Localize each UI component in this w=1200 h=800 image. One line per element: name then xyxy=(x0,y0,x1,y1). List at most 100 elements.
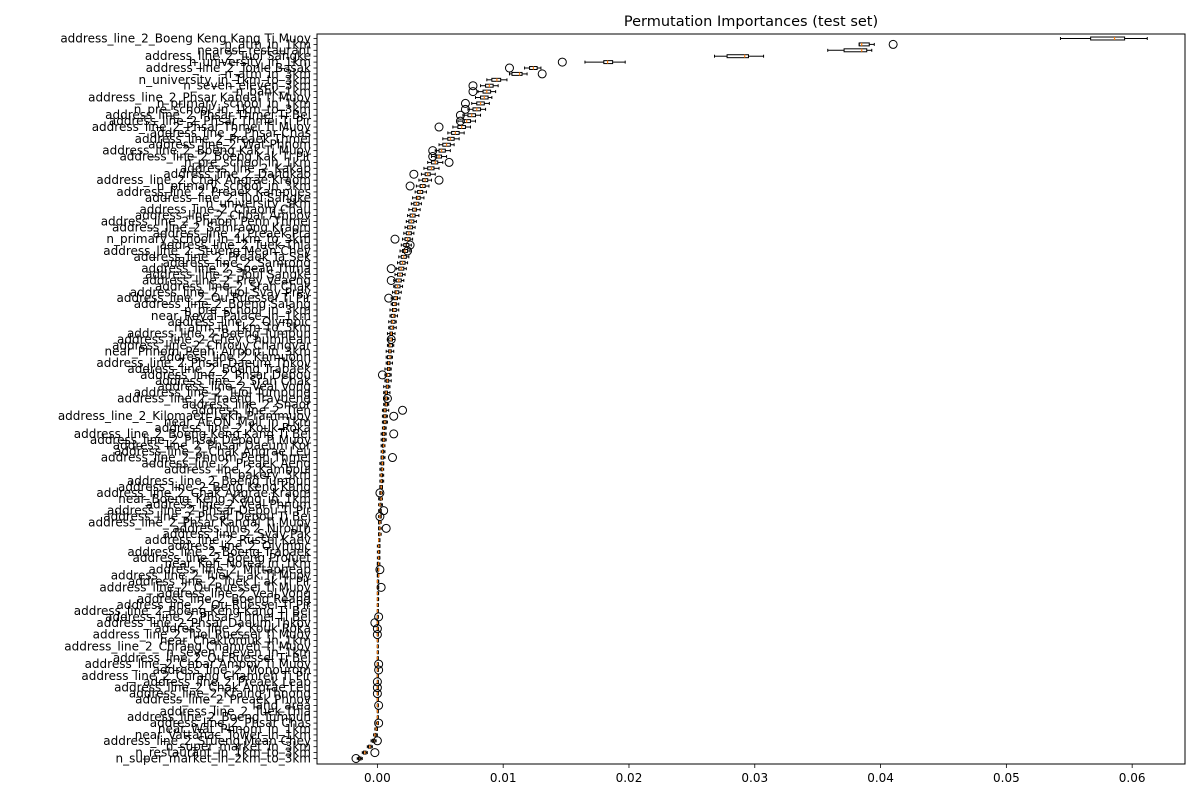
y-tick-label: land_area xyxy=(252,698,311,712)
y-tick-label: n_bank_1km xyxy=(236,85,311,99)
y-tick-label: n_bakery_3km xyxy=(224,468,311,482)
y-tick-label: address_line_2_Ou Ruessei Ti Muoy xyxy=(99,580,311,594)
feature-box xyxy=(428,146,451,156)
feature-box xyxy=(394,272,406,277)
outlier-point xyxy=(386,264,396,274)
feature-box xyxy=(380,449,386,454)
feature-box xyxy=(390,234,414,244)
feature-box xyxy=(386,275,405,285)
outlier-point xyxy=(384,293,394,303)
y-tick-labels: address_line_2_Boeng Keng Kang Ti Muoy n_… xyxy=(58,32,317,766)
iqr-box xyxy=(412,207,417,212)
feature-box xyxy=(378,532,382,537)
y-tick-label: n_seven_eleven_3km xyxy=(183,79,311,93)
y-tick-label: address_line_2_Veal Vong xyxy=(158,586,311,600)
feature-box xyxy=(447,130,465,135)
y-tick-label: n_pre_school_in_3km xyxy=(184,303,311,317)
y-tick-label: address_line_2_Chak Angrae Leu xyxy=(114,681,311,695)
x-tick-label: 0.03 xyxy=(741,771,768,785)
feature-box xyxy=(376,582,386,592)
y-tick-label: address_line_2_Phsar Depou Ti Bei xyxy=(103,510,311,524)
outlier-point xyxy=(372,736,382,746)
feature-box xyxy=(381,411,399,421)
y-tick-label: n_atm_in_3km xyxy=(224,67,311,81)
iqr-box xyxy=(390,319,396,324)
y-tick-label: address_line_2_Olympic xyxy=(167,539,311,553)
y-tick-label: address_line_2_Boeng Kak Ti Pir xyxy=(119,150,311,164)
feature-box xyxy=(386,264,407,274)
feature-box xyxy=(376,555,381,560)
feature-box xyxy=(423,166,440,171)
y-tick-label: address_line_2_Chrang Chamreh Ti Muoy xyxy=(64,639,311,653)
outlier-point xyxy=(375,565,385,575)
y-tick-label: near_Royal_Palace_in_1km xyxy=(151,309,311,323)
feature-box xyxy=(373,732,378,737)
y-tick-label: address_line_2_Wat Phnom xyxy=(148,138,311,152)
y-tick-label: address_line_2_Tuol Ruessei Ti Muoy xyxy=(93,628,311,642)
outlier-point xyxy=(381,523,391,533)
y-tick-label: address_line_2_Phsar Daeum Thkov xyxy=(96,616,311,630)
y-tick-label: address_line_2_Veal Vong xyxy=(158,380,311,394)
y-tick-label: address_line_2_Tuek L'ak Ti Muoy xyxy=(111,569,311,583)
y-tick-label: near_AEON_Mall_in_1km xyxy=(164,415,311,429)
y-tick-label: address_line_2_Ou Ruessei Ti Pir xyxy=(117,291,312,305)
iqr-box xyxy=(393,296,399,301)
y-tick-label: address_line_2_Boeng Keng Kang Ti Muoy xyxy=(60,32,311,46)
y-tick-label: address_line_2_Tien xyxy=(191,403,311,417)
outlier-point xyxy=(389,411,399,421)
outlier-point xyxy=(370,618,380,628)
outlier-point xyxy=(434,122,444,132)
y-tick-label: address_line_2_Samrong xyxy=(163,256,311,270)
iqr-box xyxy=(447,136,455,141)
feature-box xyxy=(361,748,380,758)
feature-box xyxy=(442,136,460,141)
feature-box xyxy=(375,512,385,522)
y-tick-label: near_Boeng_Keng_Kang_in_1km xyxy=(118,492,311,506)
y-tick-label: address_line_2_Stueng Mean Chey xyxy=(103,244,311,258)
feature-box xyxy=(381,426,387,430)
feature-box xyxy=(370,618,380,628)
iqr-box xyxy=(415,195,421,200)
y-tick-label: address_line_2_Phsar Chas xyxy=(150,126,311,140)
y-tick-label: address_line_2_Boeng Keng Kang Ti Bei xyxy=(74,427,311,441)
y-tick-label: address_line_2_Spean Thma xyxy=(141,262,311,276)
y-tick-label: address_line_2_Phsar Thmei Ti Muoy xyxy=(92,120,311,134)
iqr-box xyxy=(391,302,397,307)
y-tick-label: address_line_2_Prey Veaeng xyxy=(142,273,311,287)
feature-box xyxy=(380,429,399,439)
y-tick-label: address_line_2_Beng Keng Kang xyxy=(118,480,311,494)
feature-box xyxy=(407,213,420,218)
feature-box xyxy=(455,116,477,126)
y-tick-label: address_line_2_Phsar Daeum Thkov xyxy=(96,356,311,370)
y-tick-label: address_line_2_Chbar Ampov Ti Muoy xyxy=(85,657,311,671)
y-tick-label: n_primary_school_in_1km_to_3km xyxy=(106,232,311,246)
feature-box xyxy=(374,718,384,728)
outlier-point xyxy=(468,87,478,97)
feature-box xyxy=(858,39,898,49)
feature-box xyxy=(404,225,416,230)
feature-box xyxy=(508,69,547,79)
feature-box xyxy=(475,95,493,100)
feature-box xyxy=(418,175,444,185)
iqr-box xyxy=(386,355,392,360)
feature-box xyxy=(460,104,487,114)
feature-box xyxy=(385,349,395,354)
outlier-point xyxy=(390,234,400,244)
y-tick-label: address_line_2_Samraong Kraom xyxy=(112,220,311,234)
outlier-point xyxy=(370,748,380,758)
feature-box xyxy=(376,549,381,554)
y-tick-label: address_line_2_Kouk Roka xyxy=(154,421,311,435)
feature-box xyxy=(403,231,415,236)
outlier-point xyxy=(888,39,898,49)
outlier-point xyxy=(405,181,415,191)
outlier-point xyxy=(398,405,408,415)
feature-box xyxy=(385,361,393,366)
outlier-point xyxy=(405,240,415,250)
outlier-point xyxy=(504,63,514,73)
feature-box xyxy=(376,673,379,678)
feature-box xyxy=(376,603,379,608)
y-tick-label: address_line_2_Boeng Proluet xyxy=(133,551,312,565)
feature-box xyxy=(427,157,454,167)
y-tick-label: address_line_2_Chak Angrae Kraom xyxy=(96,486,311,500)
y-tick-label: address_line_2_Tuol Tumpung xyxy=(134,386,311,400)
